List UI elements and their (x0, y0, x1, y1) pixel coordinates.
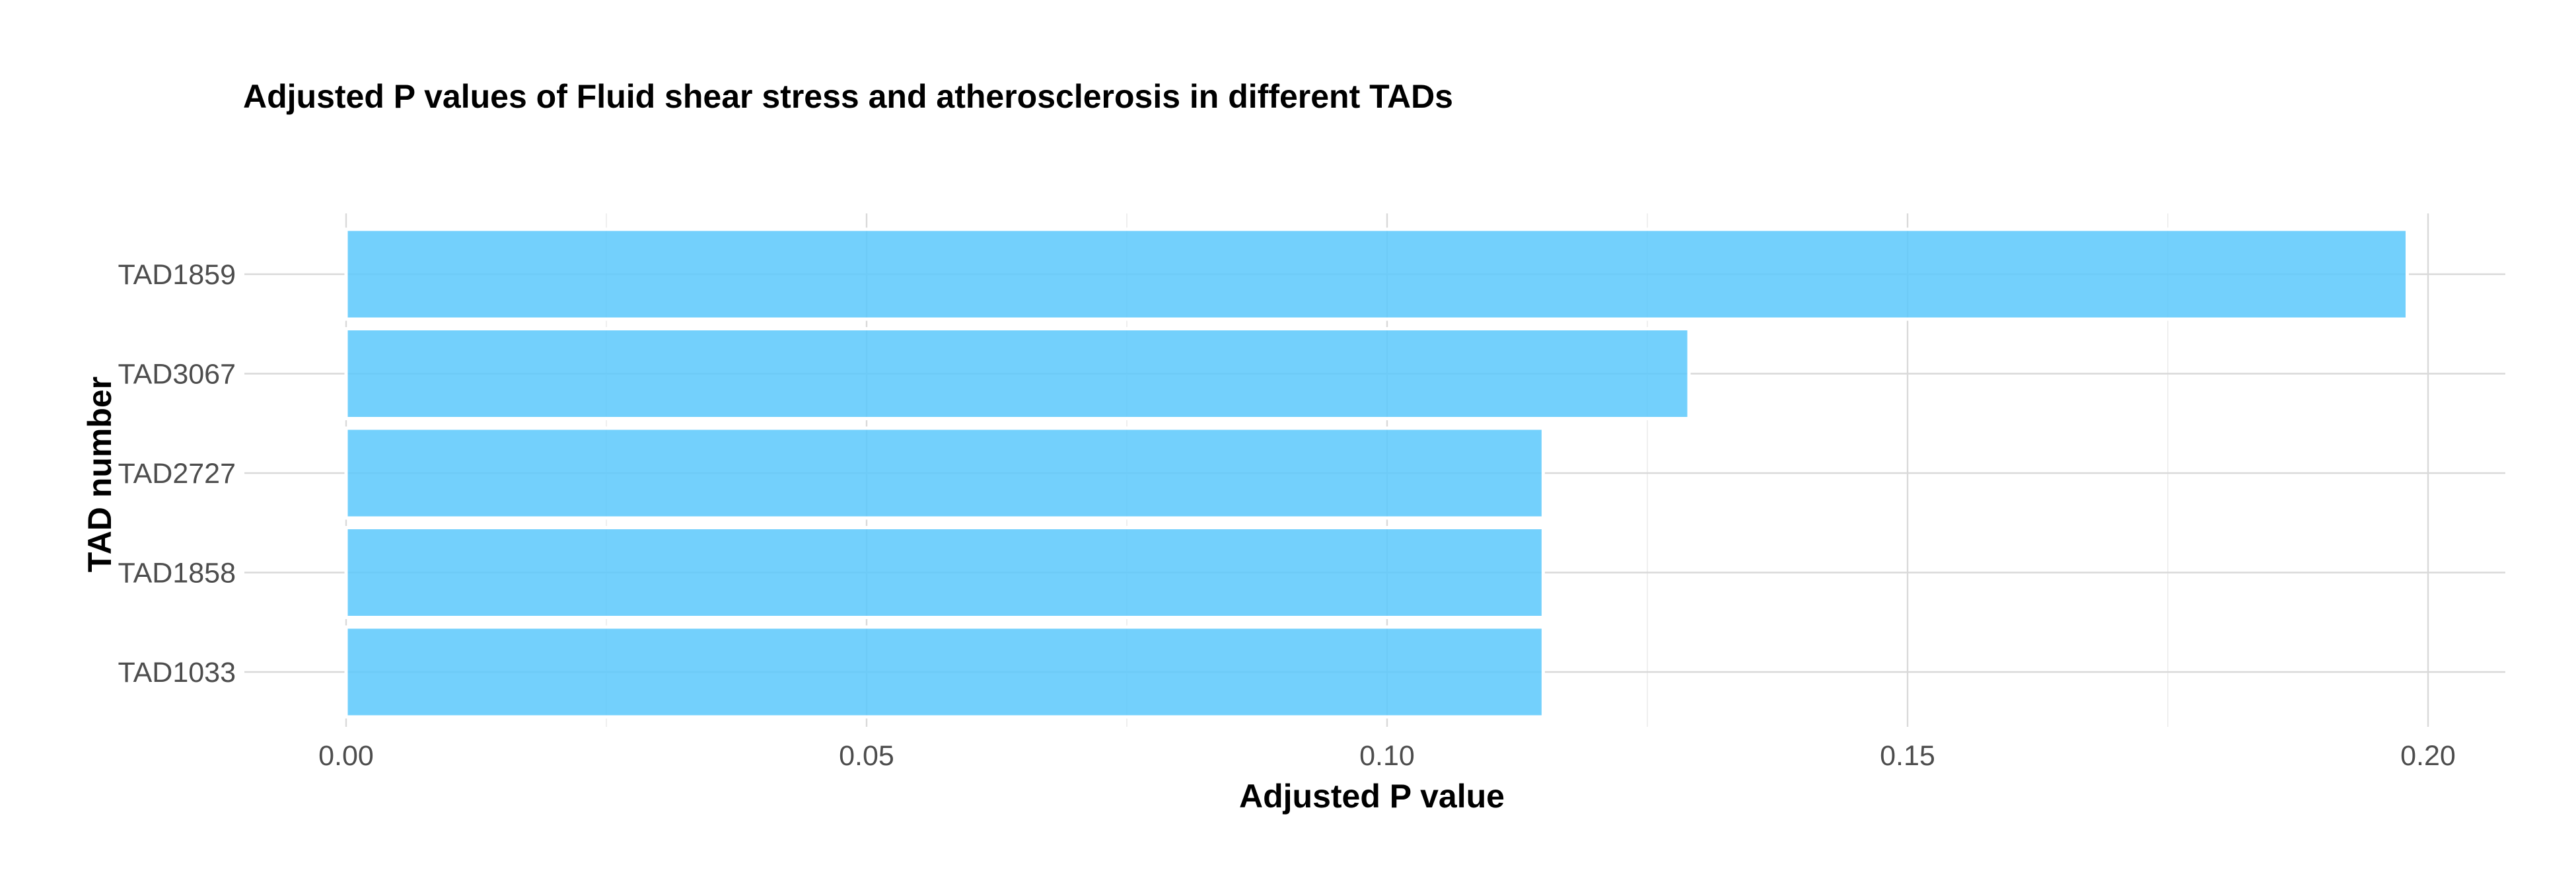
x-tick-label: 0.20 (2400, 740, 2456, 772)
y-tick-label: TAD1858 (118, 558, 236, 589)
bars (344, 227, 2409, 719)
bar-tad1033 (344, 625, 1545, 719)
y-tick-label: TAD3067 (118, 359, 236, 390)
x-tick-labels: 0.00 0.05 0.10 0.15 0.20 (318, 740, 2456, 772)
x-tick-label: 0.10 (1359, 740, 1415, 772)
x-axis-title: Adjusted P value (1239, 778, 1505, 815)
bar-tad3067 (344, 327, 1691, 420)
bar-tad1858 (344, 526, 1545, 619)
y-tick-labels: TAD1859 TAD3067 TAD2727 TAD1858 TAD1033 (118, 259, 236, 688)
y-tick-label: TAD1859 (118, 259, 236, 291)
chart-title: Adjusted P values of Fluid shear stress … (243, 78, 1453, 115)
y-tick-label: TAD2727 (118, 458, 236, 490)
bar-tad1859 (344, 227, 2409, 321)
x-tick-label: 0.15 (1880, 740, 1935, 772)
x-tick-label: 0.05 (839, 740, 894, 772)
y-tick-label: TAD1033 (118, 657, 236, 688)
y-axis-title: TAD number (81, 377, 118, 572)
bar-tad2727 (344, 426, 1545, 520)
x-tick-label: 0.00 (318, 740, 374, 772)
